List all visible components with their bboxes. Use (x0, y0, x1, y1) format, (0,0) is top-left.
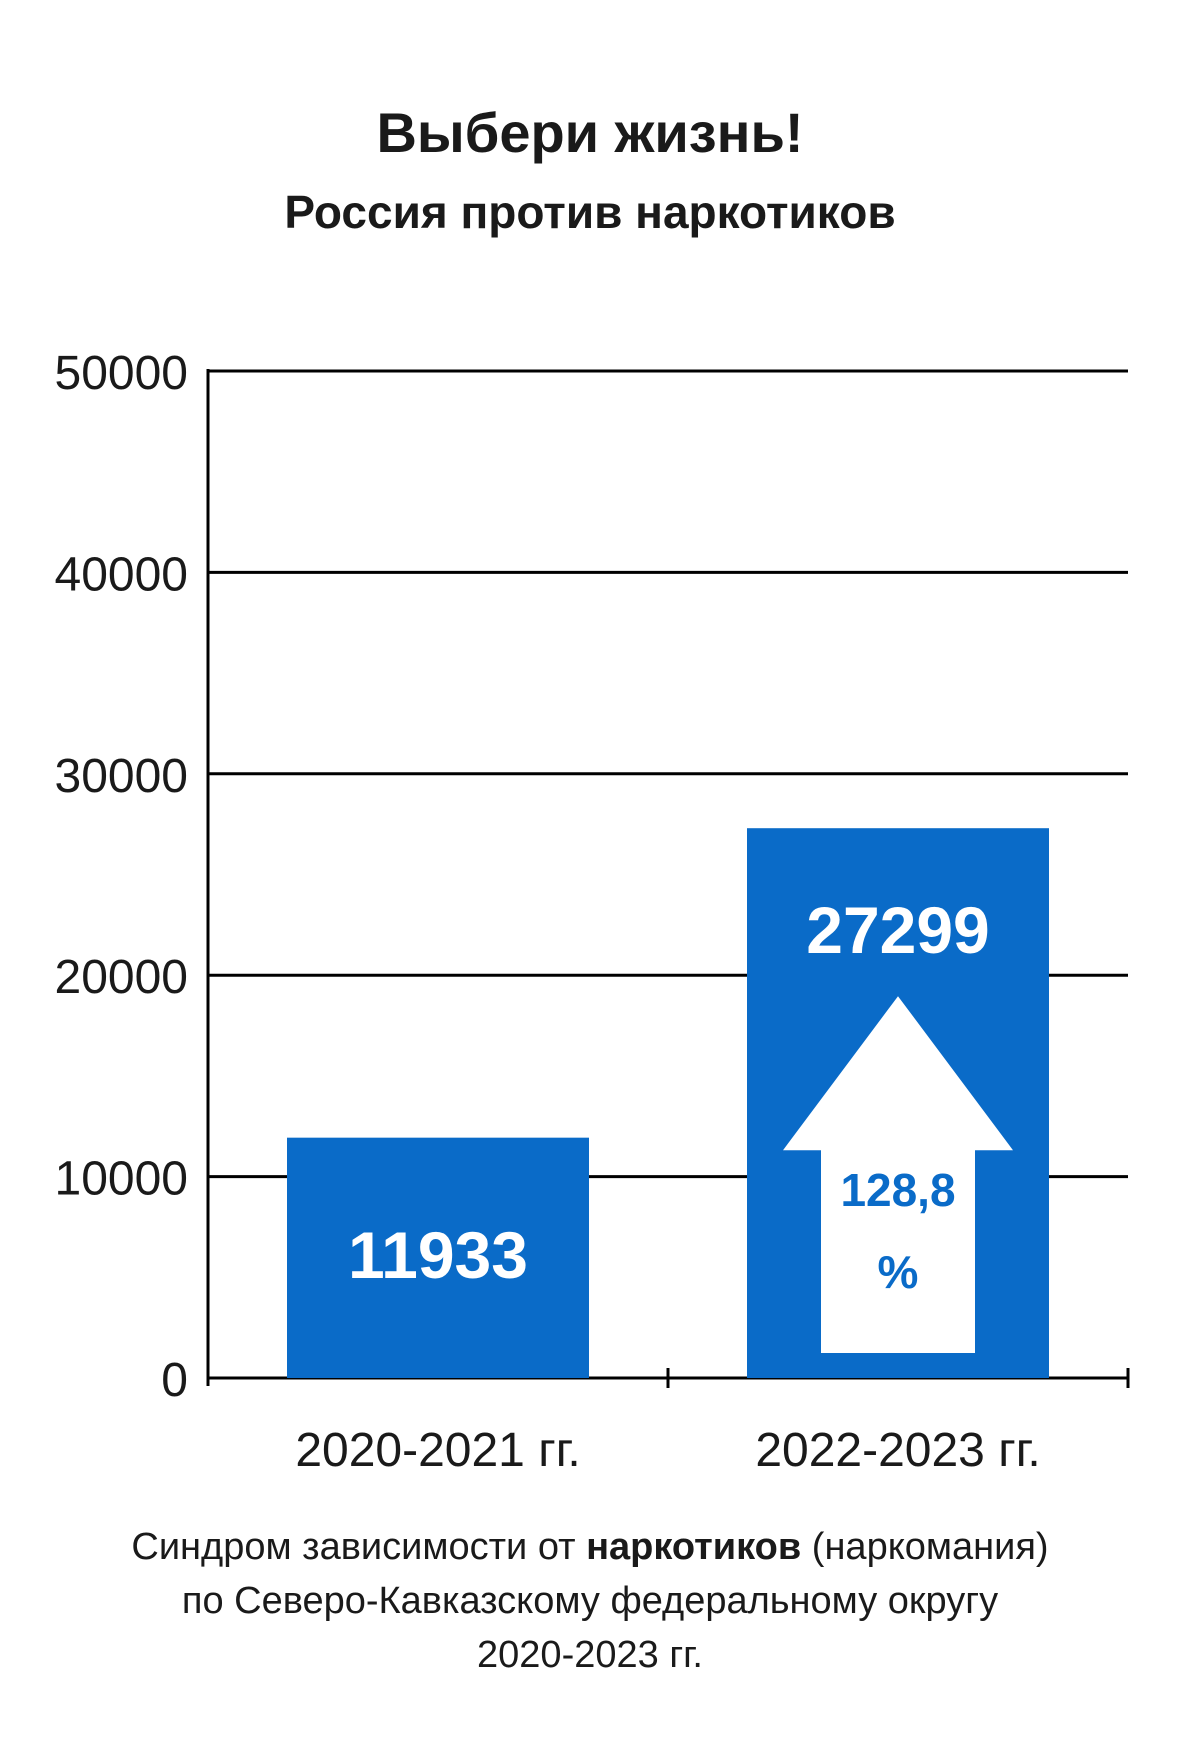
caption-line-1: Синдром зависимости от наркотиков (нарко… (0, 1520, 1180, 1574)
caption-line-2: по Северо-Кавказскому федеральному округ… (181, 1580, 999, 1622)
y-tick-label: 20000 (55, 951, 188, 1004)
bar (287, 1137, 589, 1378)
chart-subtitle: Россия против наркотиков (284, 186, 896, 238)
y-tick-label: 0 (161, 1354, 188, 1407)
chart-title: Выбери жизнь! (376, 101, 804, 164)
growth-percent-unit: % (878, 1246, 919, 1298)
y-tick-label: 30000 (55, 750, 188, 803)
caption-text-pre: Синдром зависимости от (131, 1526, 587, 1568)
y-tick-label: 40000 (55, 548, 188, 601)
data-label: 11933 (348, 1218, 528, 1292)
caption-line-3: 2020-2023 гг. (477, 1634, 703, 1676)
bar-chart: 0 10000 20000 30000 40000 50000 2020-2021 гг. 1… (55, 347, 1130, 1477)
data-label: 27299 (806, 893, 990, 967)
x-tick-label: 2020-2021 гг. (295, 1424, 580, 1477)
x-tick-label: 2022-2023 гг. (755, 1424, 1040, 1477)
caption-text-bold: наркотиков (586, 1526, 802, 1568)
growth-percent-label: 128,8 (840, 1164, 955, 1216)
y-tick-label: 50000 (55, 347, 188, 400)
caption-text-post: (наркомания) (801, 1526, 1049, 1568)
growth-arrow (783, 996, 1013, 1353)
y-tick-label: 10000 (55, 1153, 188, 1206)
